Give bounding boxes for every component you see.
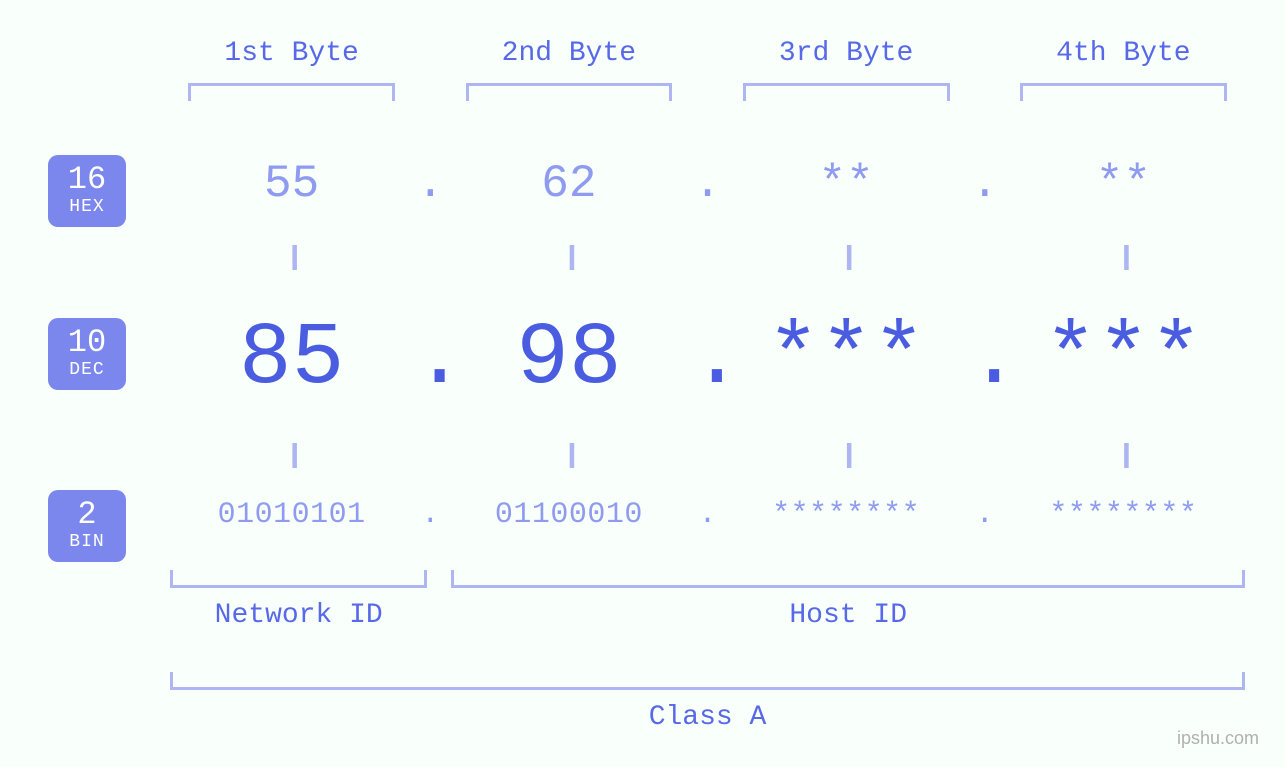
hex-byte-1: 55	[170, 158, 413, 210]
byte-header-label: 3rd Byte	[725, 38, 968, 69]
network-id-bracket: Network ID	[170, 570, 427, 631]
class-section: Class A	[170, 672, 1245, 733]
dec-badge-label: DEC	[48, 360, 126, 380]
dec-row: 85 . 98 . *** . ***	[170, 310, 1245, 409]
equals-glyph: ll	[1002, 240, 1245, 279]
separator-dot: .	[691, 158, 725, 210]
equals-glyph: ll	[447, 438, 690, 477]
separator-dot: .	[413, 310, 447, 409]
equals-glyph: ll	[725, 438, 968, 477]
hex-byte-4: **	[1002, 158, 1245, 210]
bottom-bracket	[451, 570, 1245, 588]
network-id-label: Network ID	[170, 600, 427, 631]
byte-header-3: 3rd Byte	[725, 38, 968, 101]
dec-byte-3: ***	[725, 310, 968, 409]
equals-row-2: ll . ll . ll . ll	[170, 438, 1245, 477]
equals-glyph: ll	[170, 240, 413, 279]
equals-glyph: ll	[447, 240, 690, 279]
equals-row-1: ll . ll . ll . ll	[170, 240, 1245, 279]
bin-byte-1: 01010101	[170, 498, 413, 532]
byte-header-4: 4th Byte	[1002, 38, 1245, 101]
bin-badge-num: 2	[48, 498, 126, 532]
byte-header-label: 2nd Byte	[447, 38, 690, 69]
top-bracket	[1020, 83, 1227, 101]
hex-row: 55 . 62 . ** . **	[170, 158, 1245, 210]
dec-byte-1: 85	[170, 310, 413, 409]
bin-badge: 2 BIN	[48, 490, 126, 562]
class-bracket: Class A	[170, 672, 1245, 733]
top-bracket	[188, 83, 395, 101]
hex-badge-num: 16	[48, 163, 126, 197]
bin-badge-label: BIN	[48, 532, 126, 552]
host-id-label: Host ID	[451, 600, 1245, 631]
net-host-section: Network ID Host ID	[170, 570, 1245, 631]
class-label: Class A	[170, 702, 1245, 733]
hex-byte-3: **	[725, 158, 968, 210]
byte-header-1: 1st Byte	[170, 38, 413, 101]
dec-badge-num: 10	[48, 326, 126, 360]
separator-dot: .	[413, 498, 447, 532]
separator-dot: .	[413, 158, 447, 210]
equals-glyph: ll	[725, 240, 968, 279]
separator-dot: .	[691, 310, 725, 409]
bin-byte-4: ********	[1002, 498, 1245, 532]
dec-byte-2: 98	[447, 310, 690, 409]
separator-dot: .	[968, 310, 1002, 409]
byte-header-2: 2nd Byte	[447, 38, 690, 101]
hex-badge: 16 HEX	[48, 155, 126, 227]
bottom-bracket	[170, 672, 1245, 690]
bin-row: 01010101 . 01100010 . ******** . *******…	[170, 498, 1245, 532]
top-bracket	[466, 83, 673, 101]
hex-badge-label: HEX	[48, 197, 126, 217]
dec-byte-4: ***	[1002, 310, 1245, 409]
separator-dot: .	[968, 158, 1002, 210]
equals-glyph: ll	[170, 438, 413, 477]
byte-header-row: 1st Byte 2nd Byte 3rd Byte 4th Byte	[170, 38, 1245, 101]
equals-glyph: ll	[1002, 438, 1245, 477]
hex-byte-2: 62	[447, 158, 690, 210]
byte-header-label: 1st Byte	[170, 38, 413, 69]
byte-header-label: 4th Byte	[1002, 38, 1245, 69]
separator-dot: .	[691, 498, 725, 532]
host-id-bracket: Host ID	[451, 570, 1245, 631]
watermark: ipshu.com	[1177, 728, 1259, 749]
bin-byte-2: 01100010	[447, 498, 690, 532]
dec-badge: 10 DEC	[48, 318, 126, 390]
bin-byte-3: ********	[725, 498, 968, 532]
top-bracket	[743, 83, 950, 101]
bottom-bracket	[170, 570, 427, 588]
separator-dot: .	[968, 498, 1002, 532]
